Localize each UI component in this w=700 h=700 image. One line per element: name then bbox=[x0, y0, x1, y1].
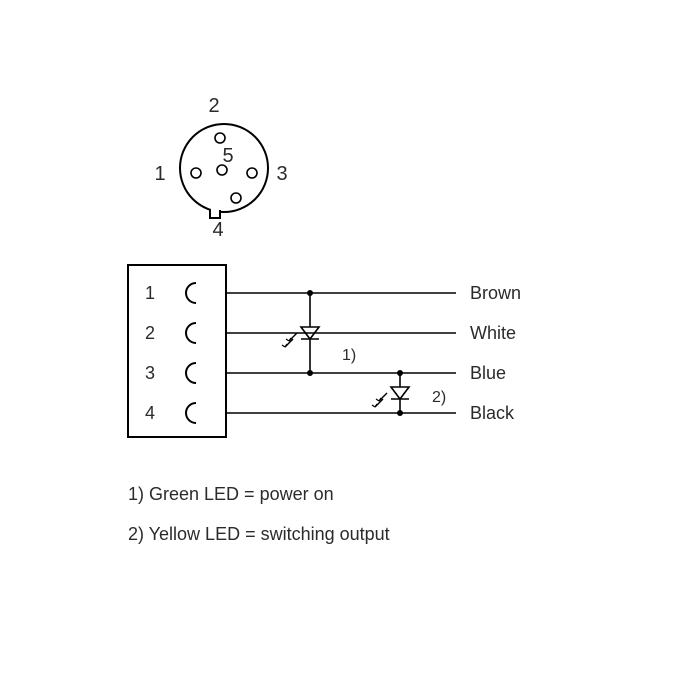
terminal-num-2: 2 bbox=[145, 323, 155, 343]
connector-pin-label-1: 1 bbox=[154, 163, 165, 185]
connector-pin-label-2: 2 bbox=[208, 95, 219, 117]
connector-pin-label-5: 5 bbox=[222, 145, 233, 167]
terminal-block bbox=[128, 265, 226, 437]
led-ref-2: 2) bbox=[432, 389, 446, 406]
led-diode-2 bbox=[391, 387, 409, 399]
connector-pin-2 bbox=[215, 133, 225, 143]
terminal-socket-3 bbox=[186, 363, 196, 383]
connector-pin-3 bbox=[247, 168, 257, 178]
terminal-num-4: 4 bbox=[145, 403, 155, 423]
led-ref-1: 1) bbox=[342, 347, 356, 364]
terminal-socket-4 bbox=[186, 403, 196, 423]
connector-pin-label-3: 3 bbox=[276, 163, 287, 185]
legend-line-1: 1) Green LED = power on bbox=[128, 484, 334, 504]
connector-pin-1 bbox=[191, 168, 201, 178]
diagram-svg: 1 2 3 4 5 1 Brown 2 White 3 Blue 4 Black 1) 2) 1) Green… bbox=[0, 0, 700, 700]
wire-label-1: Brown bbox=[470, 283, 521, 303]
wire-label-2: White bbox=[470, 323, 516, 343]
legend-line-2: 2) Yellow LED = switching output bbox=[128, 524, 390, 544]
connector-pin-4 bbox=[231, 193, 241, 203]
terminal-socket-2 bbox=[186, 323, 196, 343]
terminal-num-1: 1 bbox=[145, 283, 155, 303]
wire-label-3: Blue bbox=[470, 363, 506, 383]
wiring-diagram: 1 2 3 4 5 1 Brown 2 White 3 Blue 4 Black 1) 2) 1) Green… bbox=[0, 0, 700, 700]
terminal-socket-1 bbox=[186, 283, 196, 303]
terminal-num-3: 3 bbox=[145, 363, 155, 383]
connector-pin-label-4: 4 bbox=[212, 219, 223, 241]
wire-label-4: Black bbox=[470, 403, 515, 423]
